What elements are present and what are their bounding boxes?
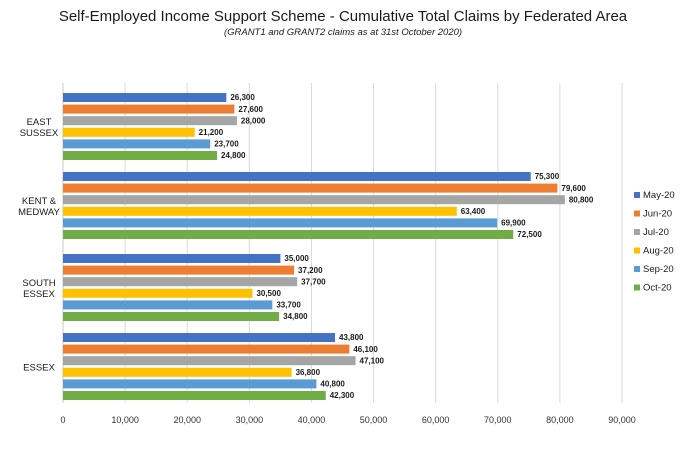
legend-swatch [634, 210, 640, 217]
legend: May-20 Jun-20 Jul-20 Aug-20 Sep-20 Oct-20 [634, 190, 675, 294]
x-tick-label: 50,000 [360, 415, 388, 425]
bar [63, 218, 498, 228]
bar [63, 379, 317, 389]
category-label: ESSEX [23, 362, 55, 373]
legend-label: Jun-20 [643, 209, 672, 220]
x-axis-ticks: 0 10,000 20,000 30,000 40,000 50,000 60,000 70,… [60, 415, 635, 425]
data-label: 37,700 [301, 277, 326, 286]
data-label: 69,900 [501, 219, 526, 228]
x-tick-label: 60,000 [422, 415, 450, 425]
category-label: EAST [27, 117, 52, 128]
bar [63, 277, 298, 287]
bar [63, 116, 237, 126]
data-label: 34,800 [283, 312, 308, 321]
data-label: 75,300 [535, 172, 560, 181]
legend-label: Oct-20 [643, 283, 672, 294]
data-label: 37,200 [298, 266, 323, 275]
legend-label: Aug-20 [643, 246, 674, 257]
bar [63, 139, 211, 149]
data-label: 33,700 [276, 301, 301, 310]
bar [63, 300, 273, 310]
bar [63, 127, 195, 137]
legend-swatch [634, 247, 640, 254]
bar [63, 183, 558, 193]
legend-label: May-20 [643, 190, 675, 201]
category-label: ESSEX [23, 289, 55, 300]
data-label: 47,100 [360, 356, 385, 365]
bar [63, 391, 326, 400]
legend-label: Jul-20 [643, 227, 669, 238]
data-label: 40,800 [320, 380, 345, 389]
bar [63, 172, 531, 181]
x-tick-label: 70,000 [484, 415, 512, 425]
bar [63, 206, 457, 216]
bar [63, 230, 514, 239]
bar [63, 333, 336, 342]
category-label: SUSSEX [20, 128, 59, 139]
chart-title: Self-Employed Income Support Scheme - Cu… [59, 8, 628, 25]
data-label: 21,200 [199, 128, 224, 137]
data-label: 28,000 [241, 116, 266, 125]
legend-swatch [634, 192, 640, 198]
legend-swatch [634, 284, 640, 291]
data-label: 27,600 [238, 105, 263, 114]
x-tick-label: 10,000 [111, 415, 139, 425]
bar [63, 367, 292, 377]
category-label: SOUTH [22, 278, 55, 289]
bar [63, 104, 235, 114]
data-label: 63,400 [461, 207, 486, 216]
data-label: 79,600 [561, 184, 586, 193]
bar [63, 195, 565, 205]
bar [63, 344, 350, 354]
x-tick-label: 20,000 [173, 415, 201, 425]
x-tick-label: 80,000 [546, 415, 574, 425]
data-label: 36,800 [296, 368, 321, 377]
x-tick-label: 30,000 [236, 415, 264, 425]
bar [63, 151, 218, 160]
category-label: KENT & [22, 196, 57, 207]
bars [63, 93, 565, 400]
bar [63, 93, 227, 102]
legend-swatch [634, 229, 640, 235]
data-label: 24,800 [221, 151, 246, 160]
data-label: 23,700 [214, 140, 239, 149]
chart-subtitle: (GRANT1 and GRANT2 claims as at 31st Oct… [224, 27, 462, 38]
legend-swatch [634, 266, 640, 272]
x-tick-label: 40,000 [298, 415, 326, 425]
bar [63, 312, 280, 321]
data-label: 35,000 [284, 254, 309, 263]
bar [63, 254, 281, 263]
legend-label: Sep-20 [643, 264, 674, 275]
x-tick-label: 90,000 [608, 415, 636, 425]
data-label: 26,300 [230, 93, 255, 102]
bar [63, 265, 295, 275]
data-label: 80,800 [569, 195, 594, 204]
bar [63, 288, 253, 298]
data-label: 30,500 [256, 289, 281, 298]
x-tick-label: 0 [60, 415, 65, 425]
data-label: 43,800 [339, 333, 364, 342]
data-label: 42,300 [330, 391, 355, 400]
data-label: 46,100 [353, 345, 378, 354]
data-label: 72,500 [517, 230, 542, 239]
bar [63, 356, 356, 366]
category-label: MEDWAY [18, 207, 60, 218]
data-labels: 26,300 27,600 28,000 21,200 23,700 24,800 75,3… [199, 93, 594, 400]
